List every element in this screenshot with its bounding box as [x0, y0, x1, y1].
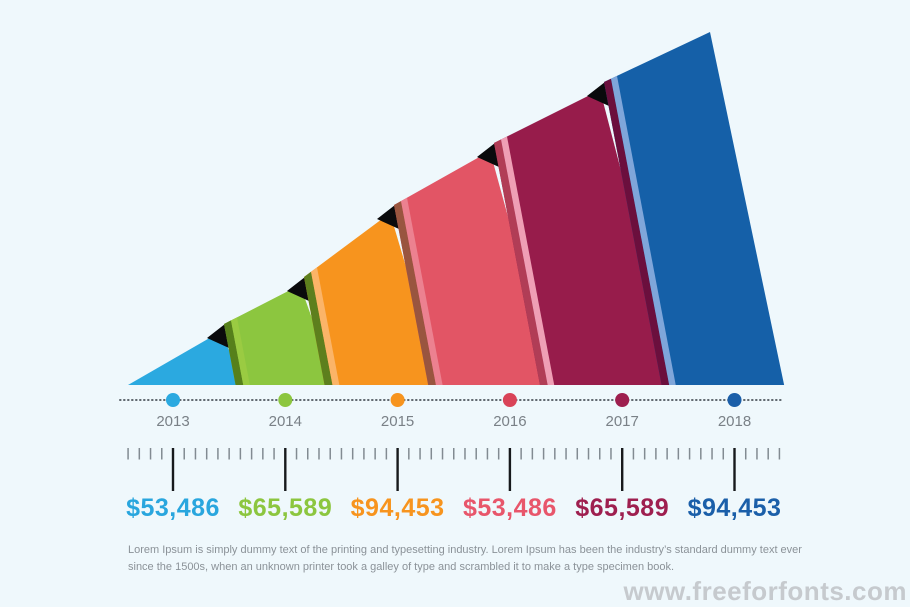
value-label-2014: $65,589 — [238, 494, 333, 522]
value-label-2013: $53,486 — [126, 494, 220, 522]
wedge-face-2013 — [128, 332, 247, 385]
wedge-edge-dark-2015 — [304, 271, 333, 385]
wedge-edge-light-2016 — [401, 197, 443, 385]
value-label-2017: $65,589 — [575, 494, 670, 522]
wedge-edge-light-2017 — [501, 136, 555, 385]
wedge-face-2016 — [394, 151, 555, 385]
wedge-face-2014 — [224, 285, 336, 385]
value-label-2015: $94,453 — [350, 494, 445, 522]
description-line-2: since the 1500s, when an unknown printer… — [128, 561, 675, 573]
wedge-edge-dark-2017 — [494, 139, 548, 385]
wedge-edge-light-2018 — [611, 75, 676, 386]
timeline-dot-2017 — [615, 393, 630, 407]
junction-shadow-notch — [587, 82, 609, 106]
timeline-dot-2015 — [390, 393, 405, 407]
description-line-1: Lorem Ipsum is simply dummy text of the … — [128, 544, 802, 556]
junction-shadow-notch — [207, 324, 229, 348]
watermark-text: www.freeforfonts.com — [623, 576, 907, 606]
year-label-2014: 2014 — [268, 413, 302, 430]
description-paragraph: Lorem Ipsum is simply dummy text of the … — [128, 542, 828, 576]
wedge-edge-dark-2018 — [604, 78, 670, 385]
wedge-edge-dark-2014 — [224, 320, 244, 385]
junction-shadow-notch — [287, 277, 309, 301]
year-label-2013: 2013 — [156, 413, 190, 430]
timeline-dot-2014 — [278, 393, 293, 407]
year-label-2016: 2016 — [493, 413, 527, 430]
junction-shadow-notch — [477, 143, 499, 167]
junction-shadow-notch — [377, 205, 399, 229]
timeline-dot-2016 — [502, 393, 517, 407]
timeline-dot-2018 — [727, 393, 742, 407]
wedge-edge-dark-2016 — [394, 201, 436, 385]
wedge-edge-light-2015 — [311, 267, 340, 385]
value-label-2016: $53,486 — [462, 494, 557, 522]
timeline-dot-2013 — [166, 393, 180, 407]
wedge-face-2015 — [304, 213, 442, 385]
year-label-2015: 2015 — [380, 413, 415, 430]
value-label-2018: $94,453 — [687, 494, 782, 522]
wedge-edge-light-2014 — [231, 317, 250, 385]
year-label-2017: 2017 — [605, 413, 639, 430]
year-label-2018: 2018 — [717, 413, 752, 430]
